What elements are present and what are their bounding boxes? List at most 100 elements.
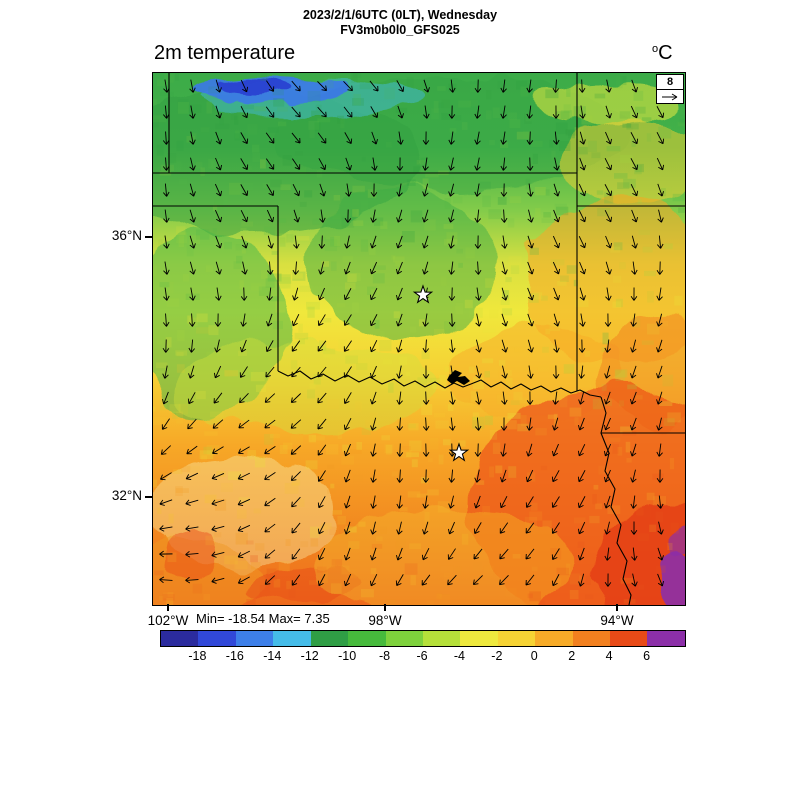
wind-arrow (344, 547, 351, 561)
wind-arrow (264, 575, 276, 585)
wind-arrow (291, 132, 301, 144)
lat-tick-mark (145, 236, 152, 238)
colorbar-tick-label: -6 (416, 649, 428, 663)
wind-arrow (266, 80, 275, 92)
wind-arrow (396, 183, 403, 197)
wind-arrow (239, 366, 248, 378)
wind-arrow (630, 469, 637, 483)
wind-arrow (215, 105, 222, 119)
wind-arrow (369, 80, 379, 92)
wind-arrow (237, 472, 251, 481)
wind-arrow (396, 443, 404, 457)
wind-arrow (474, 157, 481, 171)
wind-arrow (501, 365, 508, 379)
wind-arrow (526, 131, 534, 145)
wind-arrow (395, 574, 404, 587)
wind-arrow (656, 313, 663, 327)
wind-arrow (369, 314, 378, 327)
wind-arrow (551, 470, 560, 483)
wind-arrow (163, 79, 170, 93)
wind-arrow (422, 391, 430, 405)
wind-arrow (317, 340, 327, 352)
wind-arrow (215, 131, 222, 145)
wind-arrow (185, 576, 199, 584)
wind-arrow (343, 81, 353, 92)
wind-arrow (525, 469, 534, 483)
wind-arrow (266, 287, 273, 301)
colorbar-tick-labels: -18 -16 -14 -12 -10 -8 -6 -4 -2 0 2 4 6 (160, 649, 684, 665)
wind-arrow (501, 391, 508, 405)
colorbar (160, 630, 686, 647)
wind-arrow (657, 495, 664, 509)
units-label: oC (652, 42, 673, 65)
wind-arrow (552, 261, 561, 275)
wind-arrow (292, 287, 299, 301)
units-main: C (658, 42, 673, 64)
wind-arrow (422, 417, 430, 431)
wind-arrow (189, 209, 196, 223)
wind-arrow (264, 472, 276, 481)
wind-arrow (527, 235, 534, 249)
wind-arrow (656, 339, 663, 353)
wind-arrow (422, 183, 429, 197)
wind-arrow (215, 261, 222, 275)
wind-arrow (526, 157, 534, 171)
wind-arrow (578, 547, 585, 561)
wind-arrow (159, 576, 173, 584)
wind-arrow (291, 366, 301, 378)
wind-arrow (605, 261, 612, 275)
wind-arrow (370, 417, 377, 431)
wind-arrow (526, 417, 533, 431)
wind-arrow (369, 261, 378, 275)
wind-arrow (397, 105, 404, 119)
map-panel: 8 (152, 72, 686, 606)
wind-arrow (211, 577, 225, 584)
wind-arrow (631, 547, 638, 561)
wind-arrow (447, 521, 455, 535)
wind-arrow (162, 313, 170, 327)
wind-arrow (370, 183, 378, 197)
colorbar-tick-label: 2 (568, 649, 576, 663)
wind-arrow (578, 573, 585, 587)
wind-arrow (657, 547, 664, 561)
wind-arrow (449, 79, 456, 93)
wind-arrow (215, 235, 222, 249)
wind-arrow (290, 445, 302, 455)
wind-arrow (159, 525, 173, 532)
wind-arrow (551, 574, 560, 587)
wind-arrow (579, 287, 586, 301)
wind-arrow (343, 443, 352, 457)
wind-arrow (370, 443, 377, 457)
wind-arrow (630, 521, 638, 535)
wind-arrow (553, 339, 560, 353)
wind-arrow (185, 550, 199, 558)
wind-arrow (240, 158, 249, 171)
wind-arrow (474, 131, 481, 145)
wind-arrow (291, 574, 301, 586)
wind-arrow (500, 131, 507, 145)
wind-arrow (213, 392, 223, 404)
wind-arrow (500, 469, 507, 483)
city-star-marker (448, 442, 470, 462)
wind-arrow (501, 287, 508, 301)
wind-arrow (344, 495, 351, 509)
wind-arrow (292, 183, 301, 197)
wind-arrow (317, 81, 328, 92)
wind-arrow (422, 339, 430, 353)
wind-arrow (267, 235, 274, 249)
wind-arrow (344, 235, 351, 249)
wind-arrow (317, 392, 327, 404)
lon-tick-label: 102°W (147, 613, 189, 628)
wind-arrow (551, 548, 560, 560)
wind-arrow (604, 521, 611, 535)
wind-arrow (291, 80, 301, 92)
wind-arrow (163, 261, 170, 275)
wind-arrow (422, 209, 429, 223)
wind-arrow (345, 157, 352, 171)
wind-arrow (604, 313, 612, 327)
wind-arrow (552, 391, 559, 405)
wind-arrow (527, 183, 534, 197)
wind-arrow (370, 521, 377, 535)
wind-arrow (161, 418, 170, 430)
wind-arrow (578, 235, 587, 249)
